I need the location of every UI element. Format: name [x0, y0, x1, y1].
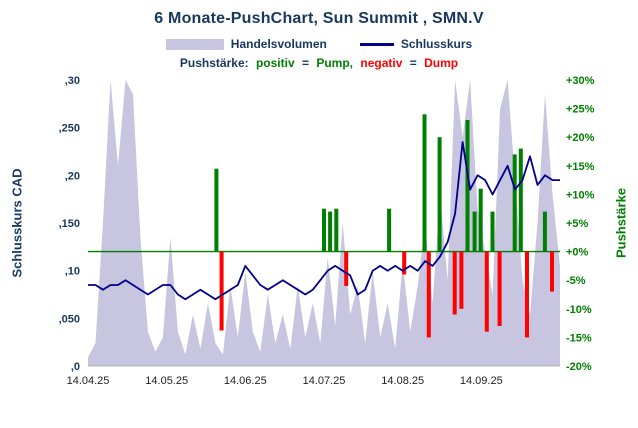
left-tick-label: ,050 — [59, 313, 80, 325]
pump-bar — [518, 148, 523, 252]
volume-swatch-icon — [165, 38, 224, 50]
pump-bar — [214, 168, 219, 252]
right-tick-label: +5% — [566, 218, 589, 230]
pump-bar — [387, 208, 392, 252]
close-price-line — [88, 141, 560, 301]
close-legend-label: Schlusskurs — [400, 37, 473, 51]
x-tick-label: 14.09.25 — [460, 375, 503, 387]
right-tick-label: -15% — [566, 332, 592, 344]
legend-row-1: Handelsvolumen Schlusskurs — [0, 37, 638, 51]
dump-bar — [525, 251, 529, 338]
volume-legend-label: Handelsvolumen — [230, 37, 327, 51]
dump-bar — [497, 251, 502, 326]
equals-sign: = — [301, 56, 309, 70]
pump-bar — [328, 211, 333, 252]
left-axis-title: Schlusskurs CAD — [9, 168, 25, 278]
x-tick-label: 14.06.25 — [224, 375, 267, 387]
x-tick-label: 14.05.25 — [145, 375, 188, 387]
pump-bar — [422, 114, 427, 252]
dump-label: Dump — [424, 56, 459, 70]
dump-bar — [550, 251, 554, 292]
pump-bar — [472, 211, 477, 252]
x-tick-label: 14.08.25 — [381, 375, 424, 387]
dump-bar — [426, 251, 431, 338]
pump-bar — [512, 154, 517, 252]
legend-row-2: Pushstärke: positiv = Pump, negativ = Du… — [0, 56, 638, 70]
left-tick-label: ,150 — [59, 218, 80, 230]
pump-bar — [542, 211, 547, 252]
right-tick-label: +15% — [566, 161, 595, 173]
left-tick-label: ,250 — [59, 123, 80, 135]
equals-sign: = — [409, 56, 417, 70]
dump-bar — [459, 251, 464, 309]
pump-bar — [465, 120, 470, 252]
pump-bar — [334, 208, 339, 252]
dump-bar — [452, 251, 457, 315]
right-tick-label: +25% — [566, 104, 595, 116]
volume-area — [88, 80, 560, 366]
left-tick-label: ,10 — [65, 266, 80, 278]
right-tick-label: -5% — [566, 275, 586, 287]
negativ-label: negativ — [360, 56, 403, 70]
right-tick-label: +0% — [566, 247, 589, 259]
pump-bar — [437, 137, 442, 252]
push-legend-prefix: Pushstärke: — [179, 56, 249, 70]
positiv-label: positiv — [255, 56, 295, 70]
right-tick-label: -10% — [566, 304, 592, 316]
right-tick-label: +10% — [566, 189, 595, 201]
x-tick-label: 14.04.25 — [67, 375, 110, 387]
close-line-swatch-icon — [359, 42, 394, 46]
dump-bar — [484, 251, 489, 332]
right-tick-label: +20% — [566, 132, 595, 144]
dump-bar — [219, 251, 224, 331]
pump-bar — [478, 188, 483, 252]
pump-label: Pump, — [316, 56, 354, 70]
chart-title: 6 Monate-PushChart, Sun Summit , SMN.V — [154, 10, 484, 27]
pump-bar — [322, 208, 326, 252]
left-tick-label: ,30 — [65, 75, 80, 87]
left-tick-label: ,20 — [65, 170, 80, 182]
right-tick-label: +30% — [566, 75, 595, 87]
pump-bar — [490, 211, 495, 252]
dump-bar — [344, 251, 349, 286]
right-axis-title: Pushstärke — [613, 187, 629, 259]
right-tick-label: -20% — [566, 361, 592, 373]
left-tick-label: ,0 — [71, 361, 80, 373]
x-tick-label: 14.07.25 — [303, 375, 346, 387]
dump-bar — [402, 251, 407, 275]
